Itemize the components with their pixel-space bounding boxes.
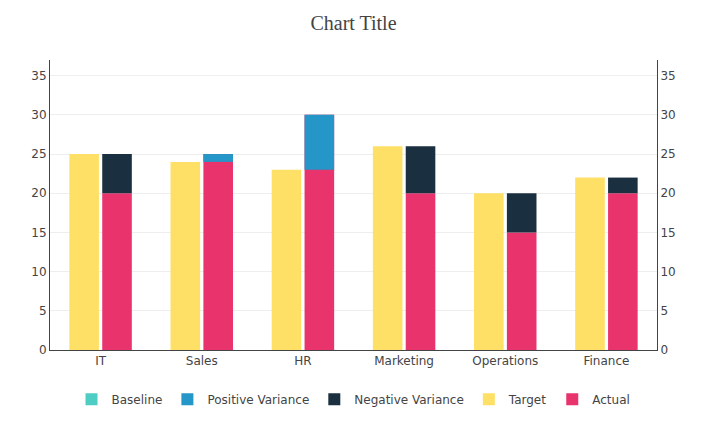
svg-text:30: 30 [31,108,46,122]
svg-text:Baseline: Baseline [112,393,163,407]
svg-text:15: 15 [660,226,675,240]
svg-text:5: 5 [39,304,47,318]
svg-text:10: 10 [660,265,675,279]
svg-text:5: 5 [660,304,668,318]
svg-text:IT: IT [95,354,107,368]
svg-text:Finance: Finance [583,354,629,368]
svg-text:25: 25 [660,147,675,161]
svg-text:20: 20 [660,186,675,200]
svg-text:25: 25 [31,147,46,161]
svg-text:0: 0 [660,343,668,357]
svg-text:0: 0 [39,343,47,357]
svg-text:Operations: Operations [472,354,538,368]
svg-text:35: 35 [660,69,675,83]
svg-text:35: 35 [31,69,46,83]
svg-text:Target: Target [508,393,546,407]
svg-text:30: 30 [660,108,675,122]
svg-text:15: 15 [31,226,46,240]
svg-text:HR: HR [294,354,311,368]
svg-text:Marketing: Marketing [374,354,434,368]
svg-text:Sales: Sales [186,354,218,368]
svg-text:20: 20 [31,186,46,200]
svg-text:Actual: Actual [592,393,630,407]
svg-text:10: 10 [31,265,46,279]
svg-text:Positive Variance: Positive Variance [207,393,309,407]
svg-text:Chart Title: Chart Title [310,12,396,34]
svg-text:Negative Variance: Negative Variance [354,393,464,407]
